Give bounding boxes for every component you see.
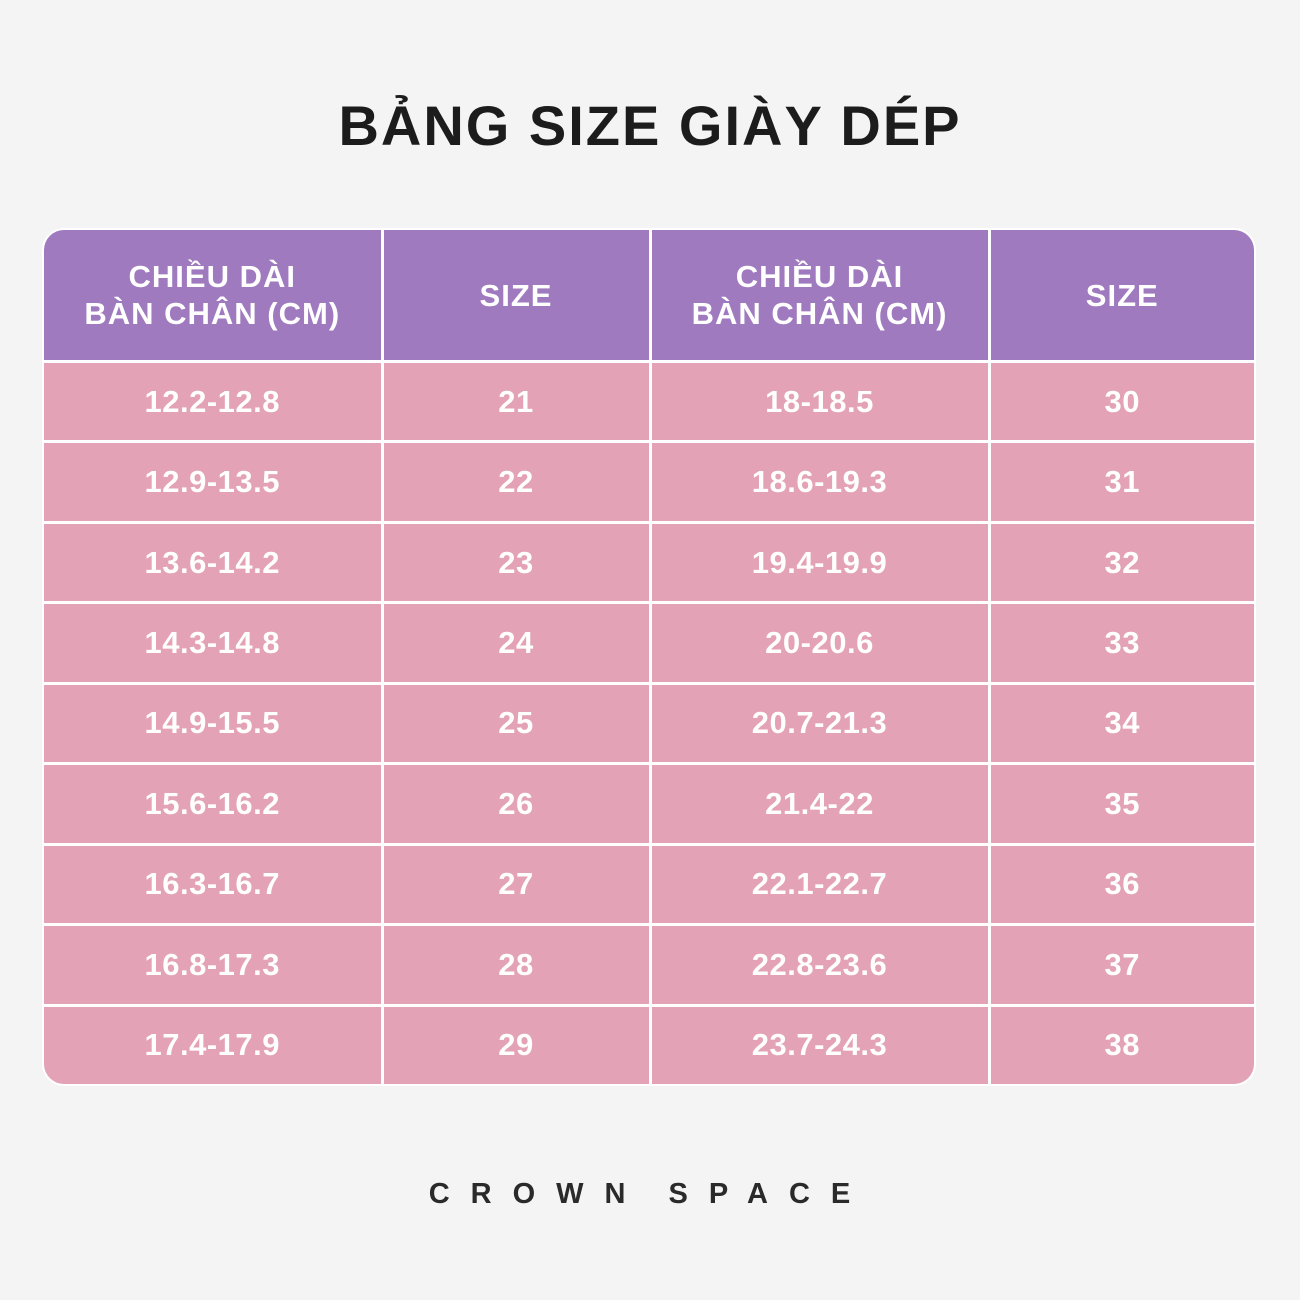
table-cell: 32 [987, 520, 1254, 605]
table-row: 16.3-16.7 27 22.1-22.7 36 [44, 842, 1254, 927]
table-cell: 19.4-19.9 [648, 520, 991, 605]
table-row: 12.2-12.8 21 18-18.5 30 [44, 359, 1254, 444]
table-cell: 18.6-19.3 [648, 440, 991, 524]
table-cell: 24 [380, 601, 652, 685]
header-line: CHIỀU DÀI [735, 259, 904, 294]
table-cell: 20.7-21.3 [648, 681, 991, 766]
table-cell: 16.8-17.3 [44, 923, 384, 1007]
table-cell: 26 [380, 762, 652, 846]
header-foot-length-1: CHIỀU DÀI BÀN CHÂN (CM) [44, 230, 384, 363]
table-row: 16.8-17.3 28 22.8-23.6 37 [44, 923, 1254, 1007]
header-foot-length-2: CHIỀU DÀI BÀN CHÂN (CM) [648, 230, 991, 363]
table-cell: 21.4-22 [648, 762, 991, 846]
table-cell: 23.7-24.3 [648, 1003, 991, 1084]
size-table: CHIỀU DÀI BÀN CHÂN (CM) SIZE CHIỀU DÀI B… [44, 230, 1254, 1084]
header-size-2: SIZE [987, 230, 1254, 363]
table-row: 13.6-14.2 23 19.4-19.9 32 [44, 520, 1254, 605]
brand-word: CROWN [428, 1178, 647, 1210]
table-cell: 34 [987, 681, 1254, 766]
table-cell: 30 [987, 359, 1254, 444]
page-title: BẢNG SIZE GIÀY DÉP [338, 94, 962, 157]
table-cell: 37 [987, 923, 1254, 1007]
header-line: BÀN CHÂN (CM) [691, 296, 948, 331]
table-cell: 31 [987, 440, 1254, 524]
table-cell: 23 [380, 520, 652, 605]
table-cell: 12.2-12.8 [44, 359, 384, 444]
table-row: 12.9-13.5 22 18.6-19.3 31 [44, 440, 1254, 524]
header-line: CHIỀU DÀI [128, 259, 296, 294]
table-cell: 22.8-23.6 [648, 923, 991, 1007]
header-line: SIZE [1085, 277, 1159, 313]
table-cell: 22 [380, 440, 652, 524]
table-cell: 20-20.6 [648, 601, 991, 685]
table-cell: 17.4-17.9 [44, 1003, 384, 1084]
table-cell: 27 [380, 842, 652, 927]
header-line: BÀN CHÂN (CM) [84, 296, 341, 331]
table-cell: 36 [987, 842, 1254, 927]
table-cell: 21 [380, 359, 652, 444]
table-row: 14.3-14.8 24 20-20.6 33 [44, 601, 1254, 685]
table-cell: 16.3-16.7 [44, 842, 384, 927]
table-cell: 38 [987, 1003, 1254, 1084]
table-cell: 13.6-14.2 [44, 520, 384, 605]
table-cell: 14.9-15.5 [44, 681, 384, 766]
table-cell: 25 [380, 681, 652, 766]
brand-footer: CROWN SPACE [0, 1176, 1300, 1212]
table-row: 15.6-16.2 26 21.4-22 35 [44, 762, 1254, 846]
header-line: SIZE [479, 277, 553, 313]
header-size-1: SIZE [380, 230, 652, 363]
table-cell: 22.1-22.7 [648, 842, 991, 927]
table-cell: 12.9-13.5 [44, 440, 384, 524]
size-table-container: CHIỀU DÀI BÀN CHÂN (CM) SIZE CHIỀU DÀI B… [42, 228, 1256, 1086]
table-cell: 15.6-16.2 [44, 762, 384, 846]
table-cell: 28 [380, 923, 652, 1007]
table-cell: 18-18.5 [648, 359, 991, 444]
table-row: 17.4-17.9 29 23.7-24.3 38 [44, 1003, 1254, 1084]
table-cell: 14.3-14.8 [44, 601, 384, 685]
table-cell: 29 [380, 1003, 652, 1084]
table-header-row: CHIỀU DÀI BÀN CHÂN (CM) SIZE CHIỀU DÀI B… [44, 230, 1254, 363]
table-row: 14.9-15.5 25 20.7-21.3 34 [44, 681, 1254, 766]
table-cell: 35 [987, 762, 1254, 846]
table-cell: 33 [987, 601, 1254, 685]
brand-word: SPACE [668, 1178, 872, 1210]
